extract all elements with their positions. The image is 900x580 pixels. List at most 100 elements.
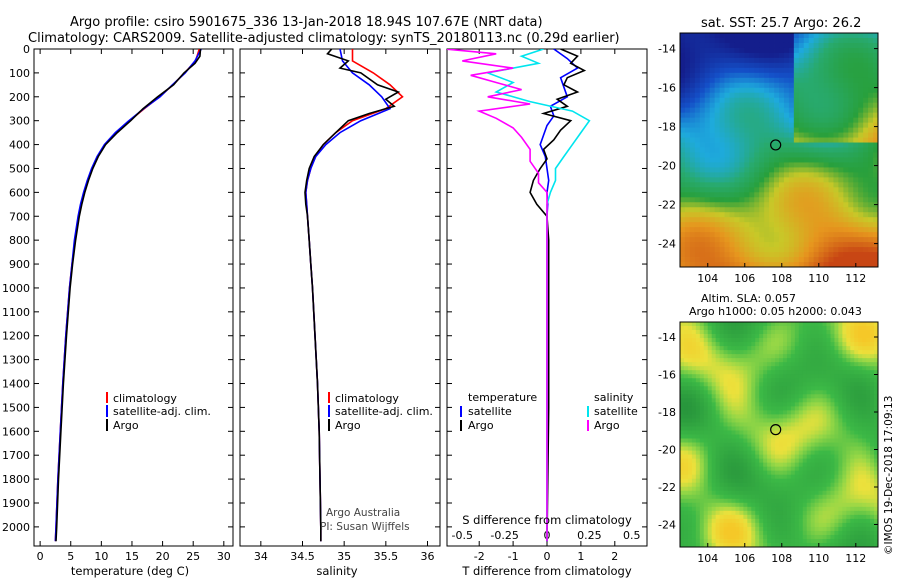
- depth-tick-label: 1500: [2, 401, 30, 414]
- map-lon-label: 110: [808, 552, 829, 565]
- map-lon-label: 108: [771, 272, 792, 285]
- argo-australia-note: Argo Australia: [326, 507, 400, 519]
- sla-map-title: Altim. SLA: 0.057: [701, 292, 796, 305]
- map-lat-label: -16: [658, 369, 676, 382]
- series-line: [304, 49, 392, 542]
- map-lon-label: 112: [845, 272, 866, 285]
- x-tick-label: 35: [337, 550, 351, 563]
- x-tick-label: 10: [94, 550, 108, 563]
- depth-tick-label: 2000: [2, 521, 30, 534]
- map-lat-label: -24: [658, 238, 676, 251]
- depth-tick-label: 0: [23, 43, 30, 56]
- series-line: [55, 49, 202, 542]
- legend-label-satellite: satellite-adj. clim.: [113, 405, 211, 418]
- sla-map-axes: 104 106 108 110 112 -14 -16 -18 -20 -22 -24: [658, 331, 878, 565]
- map-lon-label: 106: [734, 552, 755, 565]
- x-tick-label: 2: [611, 550, 618, 563]
- x-tick-label: 35.5: [374, 550, 399, 563]
- x-tick-label: 25: [186, 550, 200, 563]
- series-line: [304, 49, 401, 542]
- x-tick-label: 36: [421, 550, 435, 563]
- depth-tick-label: 1300: [2, 354, 30, 367]
- map-lon-label: 106: [734, 272, 755, 285]
- map-lon-label: 110: [808, 272, 829, 285]
- depth-tick-label: 700: [9, 210, 30, 223]
- x-tick-label: -1: [508, 550, 519, 563]
- title-line-1: Argo profile: csiro 5901675_336 13-Jan-2…: [70, 15, 543, 30]
- map-lon-label: 104: [697, 272, 718, 285]
- depth-axis: 0 100 200 300 400 500 600 700 800 900 1000 1100 1200…: [2, 43, 647, 534]
- map-lat-label: -16: [658, 82, 676, 95]
- difference-legend: temperature satellite Argo salinity sate…: [460, 391, 638, 432]
- sla-heatmap: [680, 322, 878, 547]
- sst-map-axes: 104 106 108 110 112 -14 -16 -18 -20 -22 -24: [658, 43, 878, 285]
- sst-map-frame: [679, 32, 879, 268]
- depth-tick-label: 1900: [2, 497, 30, 510]
- map-lat-label: -22: [658, 481, 676, 494]
- x-tick-label: 5: [67, 550, 74, 563]
- series-line: [529, 49, 587, 542]
- x-tick-label: 1: [577, 550, 584, 563]
- depth-tick-label: 1600: [2, 425, 30, 438]
- x-tick-label: 20: [156, 550, 170, 563]
- x-tick-label: -2: [474, 550, 485, 563]
- legend-label-climatology: climatology: [335, 392, 399, 405]
- profile-lines: [54, 49, 591, 542]
- depth-tick-label: 500: [9, 162, 30, 175]
- salinity-legend: climatology satellite-adj. clim. Argo: [328, 392, 433, 432]
- imos-credit: ©IMOS 19-Dec-2018 17:09:13: [883, 396, 895, 555]
- sla-map-subtitle: Argo h1000: 0.05 h2000: 0.043: [689, 305, 862, 318]
- series-line: [539, 49, 579, 542]
- map-lat-label: -18: [658, 406, 676, 419]
- depth-tick-label: 900: [9, 258, 30, 271]
- legend-label-s-satellite: satellite: [594, 405, 638, 418]
- depth-tick-label: 1800: [2, 473, 30, 486]
- temperature-axis-label: temperature (deg C): [71, 564, 189, 578]
- map-lon-label: 104: [697, 552, 718, 565]
- map-lon-label: 112: [845, 552, 866, 565]
- series-line: [447, 49, 548, 542]
- depth-tick-label: 1400: [2, 378, 30, 391]
- x-tick-label: 0: [37, 550, 44, 563]
- map-lat-label: -24: [658, 519, 676, 532]
- x-tick-label: 34: [254, 550, 268, 563]
- legend-label-argo: Argo: [335, 419, 361, 432]
- temperature-panel: [33, 48, 234, 547]
- argo-location-marker: [770, 424, 782, 436]
- sst-heatmap: [680, 33, 878, 267]
- title-line-2: Climatology: CARS2009. Satellite-adjuste…: [28, 31, 620, 46]
- pi-note: PI: Susan Wijffels: [320, 521, 410, 533]
- map-lat-label: -14: [658, 331, 676, 344]
- legend-title-temperature: temperature: [468, 391, 537, 404]
- depth-tick-label: 600: [9, 186, 30, 199]
- s-diff-tick-label: -0.5: [452, 529, 473, 542]
- depth-tick-label: 1700: [2, 449, 30, 462]
- legend-label-t-satellite: satellite: [468, 405, 512, 418]
- depth-tick-label: 1100: [2, 306, 30, 319]
- sst-map-title: sat. SST: 25.7 Argo: 26.2: [701, 16, 861, 31]
- s-diff-tick-label: 0.5: [623, 529, 641, 542]
- depth-tick-label: 1000: [2, 282, 30, 295]
- temperature-legend: climatology satellite-adj. clim. Argo: [106, 392, 211, 432]
- legend-title-salinity: salinity: [594, 391, 634, 404]
- legend-label-s-argo: Argo: [594, 419, 620, 432]
- depth-tick-label: 100: [9, 67, 30, 80]
- depth-tick-label: 1200: [2, 330, 30, 343]
- map-lat-label: -20: [658, 160, 676, 173]
- argo-location-marker: [770, 139, 782, 151]
- x-axes: 0 5 10 15 20 25 30 34 34.5 35 35.5 36 -2 -1 0 1 2 -0.5 -0.…: [37, 49, 641, 563]
- legend-label-t-argo: Argo: [468, 419, 494, 432]
- s-diff-tick-label: -0.25: [490, 529, 518, 542]
- legend-label-argo: Argo: [113, 419, 139, 432]
- x-tick-label: 34.5: [290, 550, 315, 563]
- legend-label-satellite: satellite-adj. clim.: [335, 405, 433, 418]
- depth-tick-label: 400: [9, 139, 30, 152]
- depth-tick-label: 800: [9, 234, 30, 247]
- map-lat-label: -14: [658, 43, 676, 56]
- map-lat-label: -22: [658, 199, 676, 212]
- s-difference-axis-label: S difference from climatology: [462, 513, 632, 527]
- map-lat-label: -18: [658, 121, 676, 134]
- map-lat-label: -20: [658, 444, 676, 457]
- salinity-panel: [239, 48, 441, 547]
